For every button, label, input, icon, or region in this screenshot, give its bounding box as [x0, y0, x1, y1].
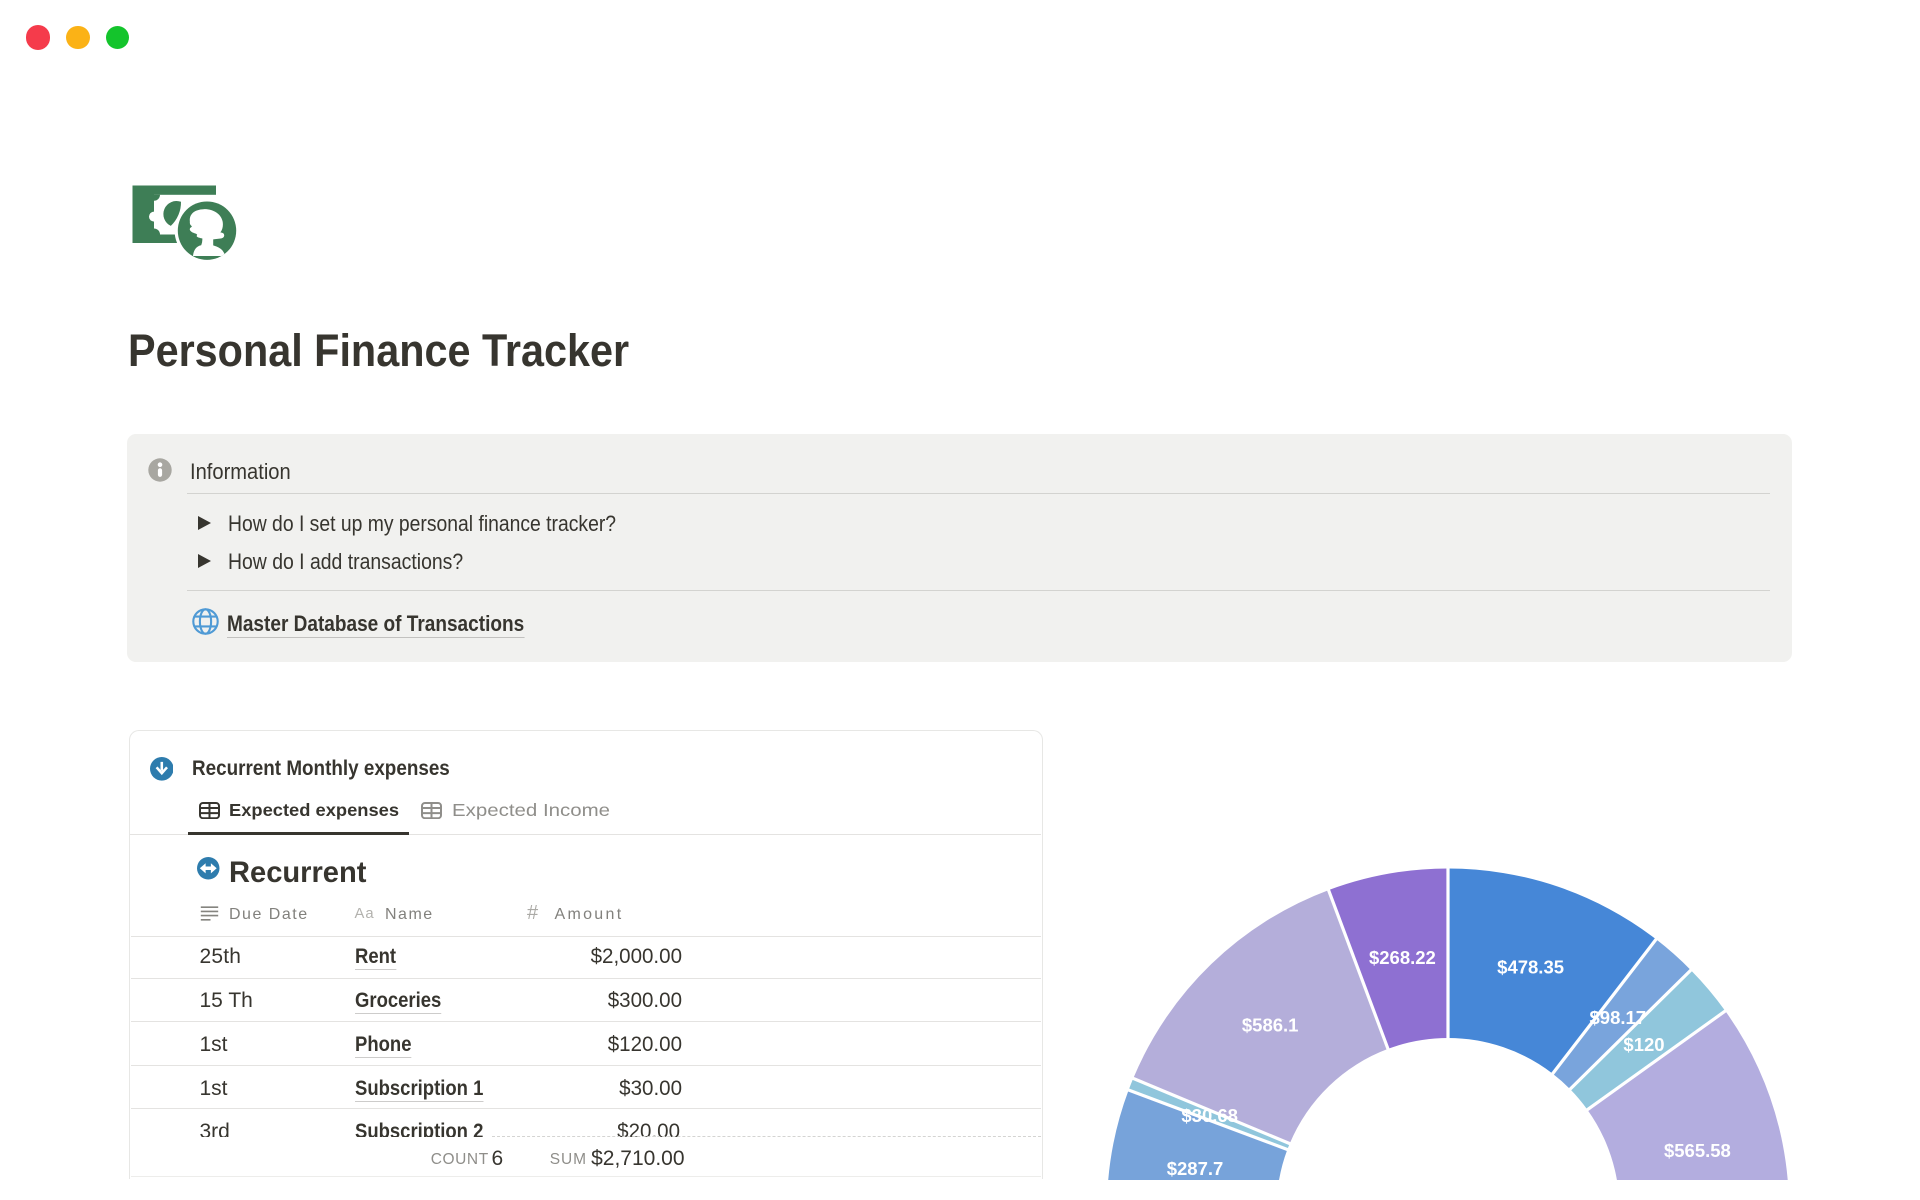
svg-text:$287.7: $287.7 [1167, 1158, 1224, 1179]
svg-text:$30.68: $30.68 [1181, 1105, 1238, 1126]
svg-text:$268.22: $268.22 [1369, 947, 1436, 968]
svg-text:$586.1: $586.1 [1242, 1015, 1299, 1036]
svg-text:$478.35: $478.35 [1497, 956, 1564, 977]
svg-text:$120: $120 [1623, 1034, 1664, 1055]
svg-text:$565.58: $565.58 [1664, 1140, 1731, 1161]
svg-text:$98.17: $98.17 [1590, 1007, 1647, 1028]
